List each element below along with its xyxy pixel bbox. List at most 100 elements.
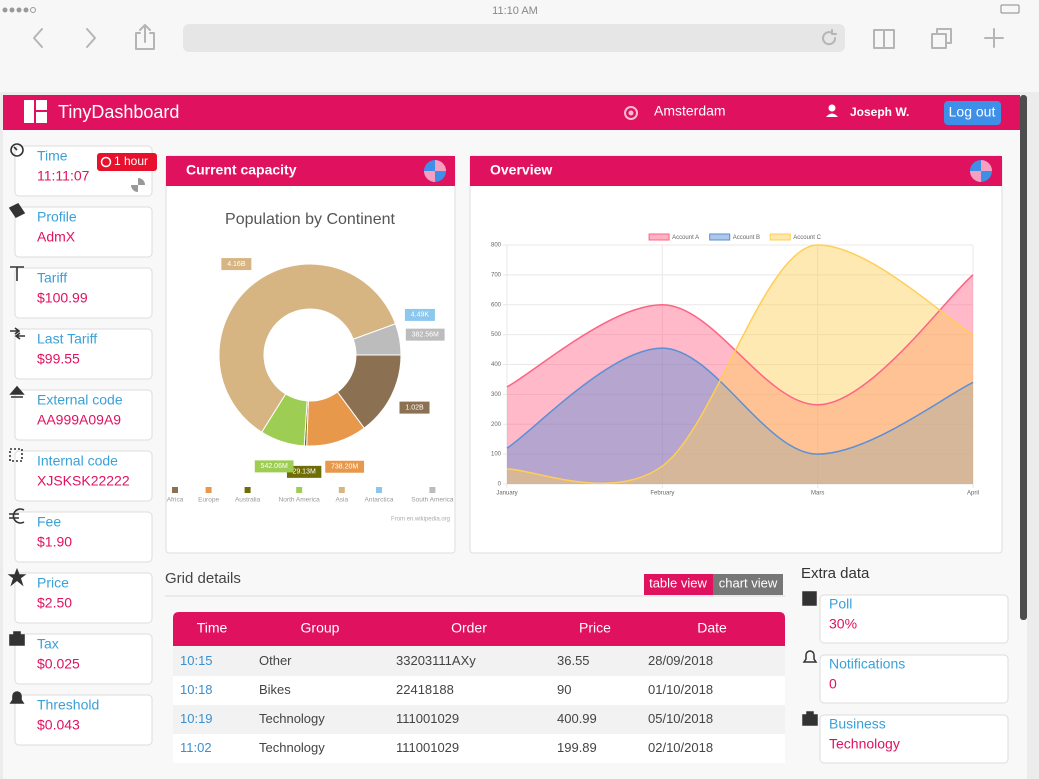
city: Amsterdam xyxy=(654,103,726,119)
button-label[interactable]: chart view xyxy=(719,575,778,590)
top-bar xyxy=(3,95,1020,130)
card-value: $1.90 xyxy=(37,534,72,550)
table-cell: Other xyxy=(259,653,292,668)
card-icon xyxy=(9,508,25,524)
value-label-box xyxy=(404,308,435,321)
table-cell: 111001029 xyxy=(396,711,459,726)
card-label: Internal code xyxy=(37,453,118,469)
reload-button[interactable] xyxy=(822,29,837,46)
value-label-box xyxy=(254,460,294,473)
value-label: 1.02B xyxy=(405,404,424,411)
table-cell: 33203111AXy xyxy=(396,653,476,668)
panel-icon[interactable] xyxy=(424,160,446,182)
panel-icon[interactable] xyxy=(970,160,992,182)
legend-label: Australia xyxy=(235,497,261,504)
value-label-box xyxy=(405,328,445,341)
logout-button[interactable] xyxy=(944,101,1001,125)
scrollbar[interactable] xyxy=(1020,95,1027,620)
extra-value: 0 xyxy=(829,676,837,692)
info-card xyxy=(14,511,153,563)
bookmarks-button[interactable] xyxy=(873,29,895,49)
column-header: Time xyxy=(197,620,228,636)
share-button[interactable] xyxy=(135,24,155,50)
legend-label: Europe xyxy=(198,497,219,504)
card-label: Time xyxy=(37,148,68,164)
x-tick-label: Mars xyxy=(811,491,824,497)
extra-card xyxy=(819,714,1009,764)
legend-label: Asia xyxy=(335,497,348,504)
table-cell[interactable]: 10:19 xyxy=(180,711,213,726)
button-label[interactable]: table view xyxy=(649,575,707,590)
card-label: Tariff xyxy=(37,270,67,286)
x-tick-label: January xyxy=(496,491,517,497)
extra-label: Business xyxy=(829,716,886,732)
card-value: $0.025 xyxy=(37,656,80,672)
address-bar[interactable] xyxy=(183,24,845,52)
table-cell: Bikes xyxy=(259,682,291,697)
y-tick-label: 800 xyxy=(491,243,502,249)
section-title: Grid details xyxy=(165,570,241,587)
card-icon xyxy=(10,266,24,281)
legend-swatch xyxy=(338,487,345,493)
table-row xyxy=(173,647,785,676)
info-card xyxy=(14,389,153,441)
table-cell: 111001029 xyxy=(396,740,459,755)
card-label: Tax xyxy=(37,636,59,652)
card-value: $100.99 xyxy=(37,290,88,306)
card-value: $0.043 xyxy=(37,717,80,733)
table-view-button[interactable] xyxy=(644,574,713,595)
value-label: 542.06M xyxy=(261,463,288,470)
legend-swatch xyxy=(172,487,178,493)
table-cell: 199.89 xyxy=(557,740,597,755)
area-fill xyxy=(507,274,973,484)
column-header: Date xyxy=(697,620,727,636)
area-fill xyxy=(507,348,973,484)
table-cell[interactable]: 10:15 xyxy=(180,653,213,668)
value-label: 382.56M xyxy=(412,331,439,338)
table-cell[interactable]: 10:18 xyxy=(180,682,213,697)
legend-swatch xyxy=(244,487,251,493)
legend-label: Africa xyxy=(167,497,184,504)
user-name: Joseph W. xyxy=(850,105,909,119)
table-cell: 400.99 xyxy=(557,711,597,726)
column-header: Order xyxy=(451,620,487,636)
capacity-header xyxy=(166,156,455,186)
chart-view-button[interactable] xyxy=(713,574,783,595)
legend-swatch xyxy=(296,487,303,493)
card-icon xyxy=(9,385,25,398)
table-cell: 02/10/2018 xyxy=(648,740,713,755)
new-tab-button[interactable] xyxy=(984,28,1004,48)
tabs-button[interactable] xyxy=(931,28,952,49)
y-tick-label: 100 xyxy=(491,452,502,458)
area-line xyxy=(506,244,974,485)
y-tick-label: 500 xyxy=(491,332,502,338)
extra-label: Notifications xyxy=(829,656,905,672)
info-card xyxy=(14,328,153,380)
card-value: $99.55 xyxy=(37,351,80,367)
signal xyxy=(2,7,36,13)
table-cell: 36.55 xyxy=(557,653,590,668)
card-label: Fee xyxy=(37,514,61,530)
card-value: AA999A09A9 xyxy=(37,412,121,428)
back-button[interactable] xyxy=(33,28,43,48)
table-cell[interactable]: 11:02 xyxy=(180,740,212,755)
table-cell: Technology xyxy=(259,711,325,726)
logo[interactable] xyxy=(24,100,47,123)
doughnut-slice xyxy=(352,323,402,356)
legend-label: Account A xyxy=(672,235,699,241)
legend-label: South America xyxy=(411,497,454,504)
y-tick-label: 0 xyxy=(498,482,502,488)
area-line xyxy=(506,347,974,455)
card-label: External code xyxy=(37,392,123,408)
extra-label: Poll xyxy=(829,596,852,612)
extra-icon xyxy=(802,591,817,606)
battery xyxy=(1000,4,1020,14)
card-label: Price xyxy=(37,575,69,591)
source-note: From en.wikipedia.org xyxy=(391,517,450,523)
logout-label[interactable]: Log out xyxy=(949,104,996,120)
table-row xyxy=(173,676,785,705)
forward-button[interactable] xyxy=(86,28,96,48)
info-card xyxy=(14,267,153,319)
user-icon xyxy=(826,104,838,117)
